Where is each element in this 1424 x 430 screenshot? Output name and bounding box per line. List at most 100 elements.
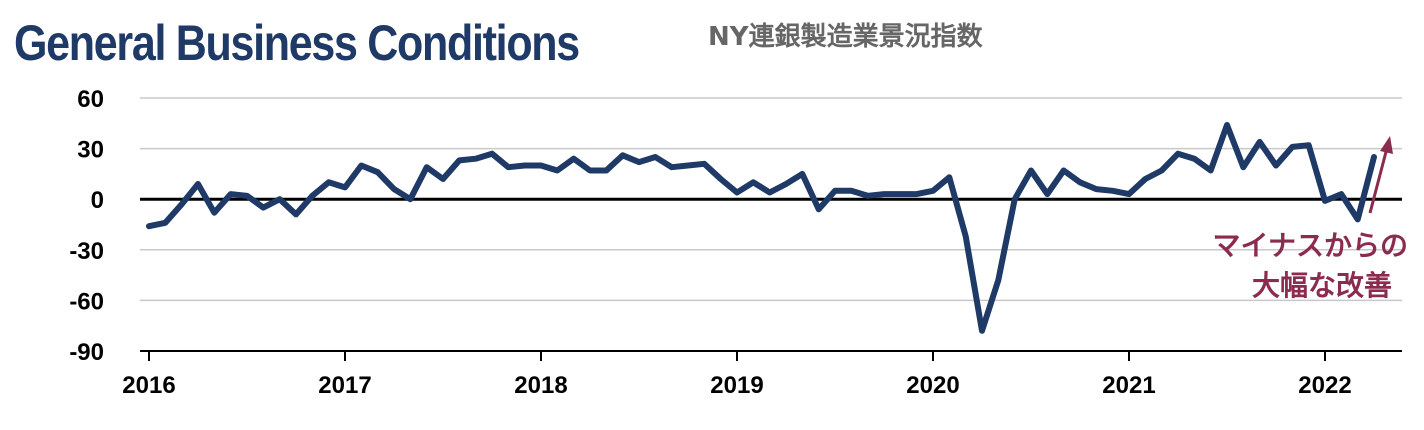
chart-title-row: General Business Conditions	[14, 14, 671, 74]
data-point	[997, 279, 1000, 282]
data-point	[654, 156, 657, 158]
series-line	[146, 122, 1377, 334]
annotation-arrow-head	[1380, 136, 1393, 154]
data-point	[915, 193, 918, 196]
data-point	[981, 329, 983, 332]
y-tick-label: 30	[77, 137, 104, 164]
data-point	[883, 193, 885, 196]
data-point	[523, 164, 526, 167]
data-point	[1095, 188, 1098, 191]
data-point	[1226, 124, 1228, 126]
data-point	[1209, 169, 1212, 172]
data-point	[491, 152, 493, 155]
annotation-arrow-shaft	[1368, 147, 1389, 214]
data-point	[262, 206, 265, 209]
data-point	[899, 193, 902, 196]
x-tick-label: 2017	[318, 372, 371, 399]
data-point	[1275, 164, 1277, 167]
series-layer	[146, 122, 1377, 334]
data-point	[295, 213, 297, 216]
data-point	[1079, 181, 1081, 184]
data-point	[1062, 169, 1065, 172]
x-axis: 2016 2017 2018 2019 2020 2021 2022	[122, 197, 1402, 399]
x-tick-label: 2022	[1298, 372, 1351, 399]
data-point	[458, 159, 461, 162]
data-point	[1193, 157, 1196, 160]
data-point	[752, 181, 755, 184]
data-point	[1111, 189, 1114, 192]
y-tick-label: 0	[91, 187, 104, 214]
data-point	[540, 164, 542, 167]
x-tick-label: 2019	[710, 372, 763, 399]
data-point	[621, 154, 624, 157]
data-point	[785, 183, 787, 185]
x-tick-label: 2018	[514, 372, 567, 399]
data-point	[376, 171, 379, 174]
data-point	[278, 198, 281, 201]
data-point	[1013, 198, 1016, 201]
data-point	[246, 194, 248, 197]
data-point	[834, 189, 836, 192]
annotation: マイナスからの 大幅な改善	[1213, 136, 1408, 302]
data-point	[148, 225, 150, 228]
data-point	[964, 235, 967, 238]
data-point	[556, 169, 559, 172]
data-point	[1128, 193, 1130, 196]
data-point	[1324, 199, 1326, 202]
annotation-line-2: 大幅な改善	[1252, 269, 1392, 302]
data-point	[1030, 169, 1032, 172]
data-point	[719, 178, 722, 180]
data-point	[474, 157, 477, 160]
data-point	[425, 166, 428, 169]
data-point	[1046, 193, 1049, 196]
chart-subtitle: NY連銀製造業景況指数	[708, 22, 983, 52]
data-point	[197, 183, 199, 185]
data-point	[572, 157, 575, 160]
data-point	[311, 194, 314, 197]
data-point	[736, 191, 738, 194]
data-point	[1177, 152, 1179, 155]
data-point	[768, 191, 771, 194]
data-point	[393, 188, 395, 191]
data-point	[229, 193, 232, 196]
x-tick-label: 2021	[1102, 372, 1155, 399]
y-tick-label: -30	[69, 238, 104, 265]
y-tick-label: -90	[69, 339, 104, 366]
data-point	[703, 162, 706, 165]
data-point	[589, 169, 591, 172]
data-point	[1291, 145, 1294, 148]
data-point	[605, 169, 608, 172]
data-point	[638, 161, 640, 164]
data-point	[1160, 169, 1163, 172]
y-axis-ticks: 60 30 0 -30 -60 -90	[69, 86, 104, 366]
data-point	[1373, 156, 1375, 158]
data-point	[1258, 140, 1261, 143]
x-tick-label: 2016	[122, 372, 175, 399]
data-point	[180, 203, 183, 206]
data-point	[344, 186, 346, 189]
y-tick-label: 60	[77, 86, 104, 113]
data-point	[360, 164, 363, 167]
data-point	[409, 198, 412, 201]
data-point	[213, 211, 216, 214]
data-point	[442, 178, 444, 180]
data-point	[507, 166, 510, 169]
data-point	[866, 194, 869, 197]
data-point	[164, 221, 167, 224]
data-point	[327, 181, 330, 184]
data-point	[801, 172, 804, 175]
data-point	[948, 176, 951, 179]
x-tick-label: 2020	[906, 372, 959, 399]
data-point	[932, 189, 934, 192]
data-point	[817, 208, 820, 211]
data-point	[687, 164, 689, 167]
data-point	[670, 166, 673, 169]
chart-title: General Business Conditions	[14, 15, 580, 71]
grid-lines	[140, 97, 1402, 302]
data-point	[1144, 178, 1147, 180]
y-tick-label: -60	[69, 288, 104, 315]
data-point	[1242, 166, 1245, 169]
annotation-line-1: マイナスからの	[1213, 229, 1408, 262]
data-point	[850, 189, 853, 192]
